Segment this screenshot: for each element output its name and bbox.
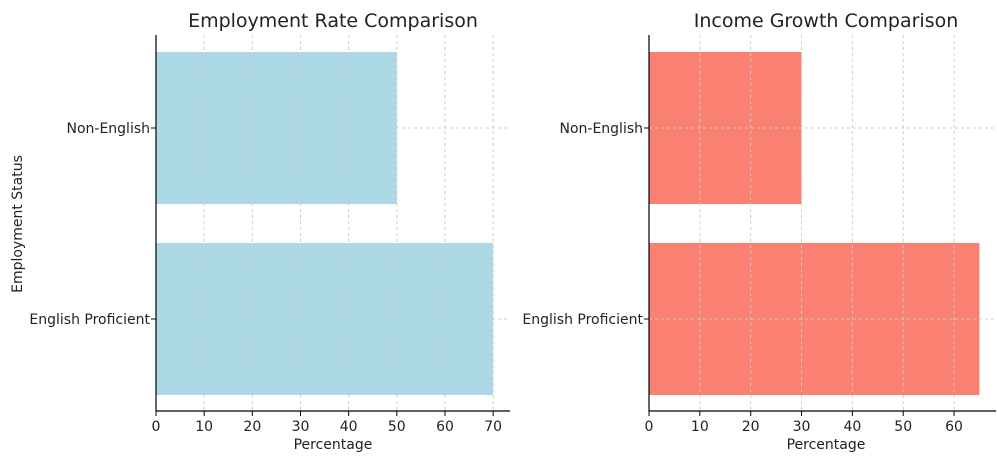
employment-category-label: English Proficient xyxy=(29,312,150,328)
income-x-tick-label: 50 xyxy=(894,419,912,435)
employment-chart-title: Employment Rate Comparison xyxy=(188,10,478,32)
employment-x-tick-label: 20 xyxy=(243,419,261,435)
income-x-axis-label: Percentage xyxy=(787,437,866,453)
income-chart-title: Income Growth Comparison xyxy=(694,10,959,32)
employment-category-label: Non-English xyxy=(66,121,150,137)
employment-x-tick-label: 70 xyxy=(484,419,502,435)
income-x-tick-label: 60 xyxy=(945,419,963,435)
income-x-tick-label: 0 xyxy=(645,419,654,435)
employment-x-axis-label: Percentage xyxy=(294,437,373,453)
employment-x-tick-label: 30 xyxy=(292,419,310,435)
income-x-tick-label: 10 xyxy=(691,419,709,435)
employment-x-tick-label: 40 xyxy=(340,419,358,435)
income-category-label: Non-English xyxy=(559,121,643,137)
income-growth-chart: Income Growth Comparison Percentage 0 10 2… xyxy=(522,10,996,453)
income-x-tick-label: 30 xyxy=(793,419,811,435)
employment-y-axis-label: Employment Status xyxy=(10,155,26,293)
income-x-tick-label: 40 xyxy=(843,419,861,435)
income-x-tick-label: 20 xyxy=(742,419,760,435)
employment-x-tick-label: 0 xyxy=(152,419,161,435)
employment-x-tick-label: 10 xyxy=(195,419,213,435)
employment-x-tick-label: 50 xyxy=(388,419,406,435)
income-bar-non-english xyxy=(649,52,802,204)
employment-x-tick-label: 60 xyxy=(436,419,454,435)
employment-rate-chart: Employment Rate Comparison Percentage Em… xyxy=(10,10,510,453)
income-category-label: English Proficient xyxy=(522,312,643,328)
